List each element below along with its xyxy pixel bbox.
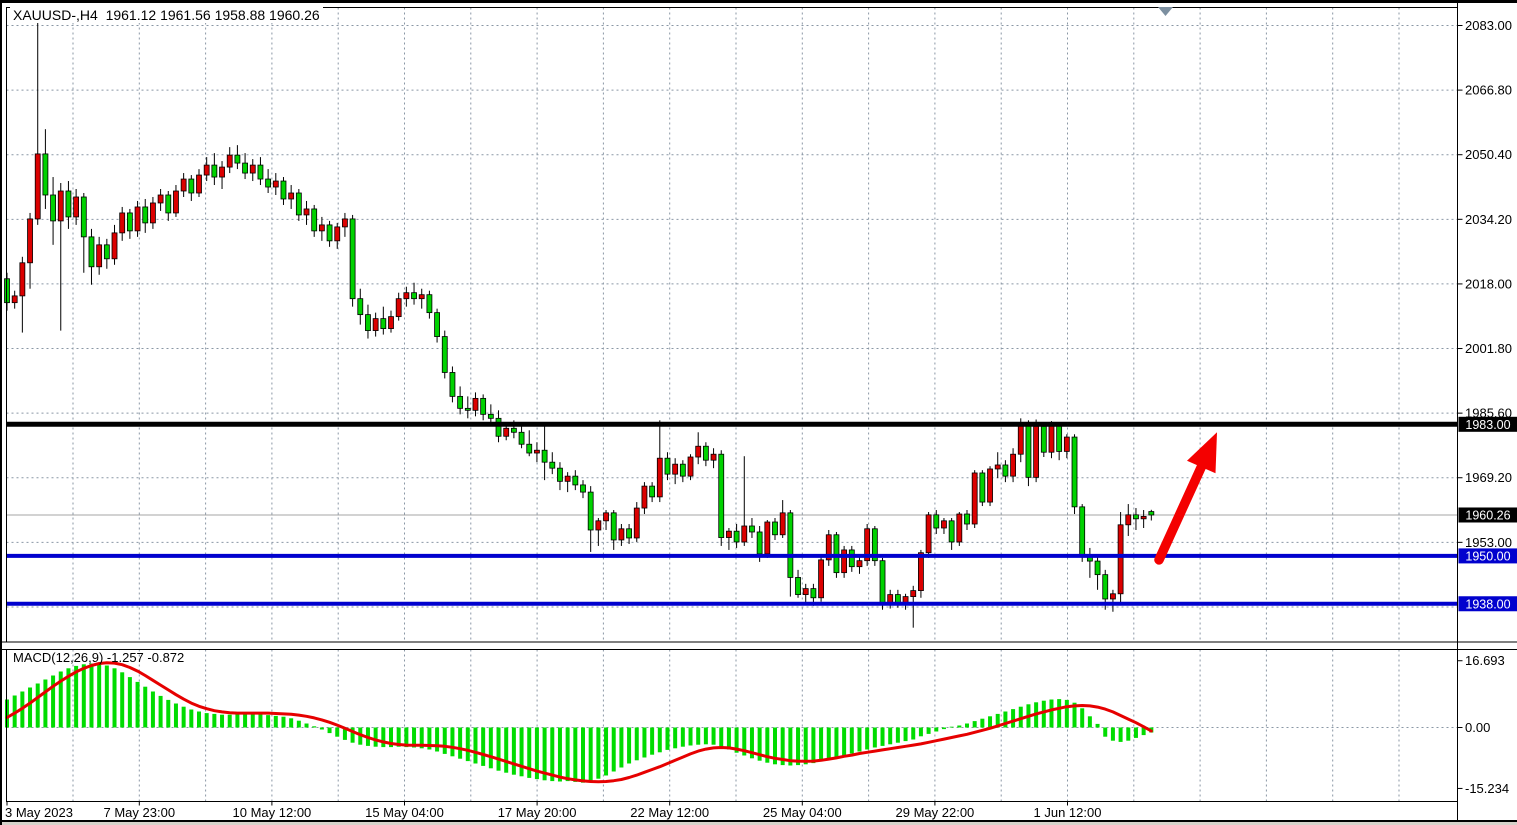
time-axis-label: 10 May 12:00 — [233, 805, 312, 820]
candles-layer[interactable] — [4, 19, 1155, 628]
price-axis-label: 2050.40 — [1465, 147, 1512, 162]
macd-axis-label: 16.693 — [1465, 653, 1505, 668]
price-badge: 1960.26 — [1458, 507, 1517, 523]
price-axis-label: 2001.80 — [1465, 341, 1512, 356]
price-axis-label: 2018.00 — [1465, 276, 1512, 291]
price-axis-label: 2034.20 — [1465, 212, 1512, 227]
time-axis-label: 22 May 12:00 — [630, 805, 709, 820]
price-badge: 1938.00 — [1458, 596, 1517, 612]
svg-text:1938.00: 1938.00 — [1465, 597, 1510, 611]
macd-label: MACD(12,26,9) -1.257 -0.872 — [13, 650, 185, 665]
time-axis[interactable]: 3 May 2023 7 May 23:00 10 May 12:00 15 May … — [5, 801, 1102, 821]
price-axis-label: 1969.20 — [1465, 470, 1512, 485]
time-axis-label: 17 May 20:00 — [498, 805, 577, 820]
pane-borders — [2, 3, 1517, 821]
macd-signal-line — [5, 661, 1153, 784]
price-axis[interactable]: 2083.00 2066.80 2050.40 2034.20 2018.00 2001.… — [1457, 18, 1517, 796]
svg-text:1950.00: 1950.00 — [1465, 549, 1510, 563]
chart-shift-marker-icon[interactable] — [1158, 7, 1173, 16]
time-axis-label: 29 May 22:00 — [896, 805, 975, 820]
time-axis-label: 15 May 04:00 — [365, 805, 444, 820]
chart-canvas[interactable]: 2083.00 2066.80 2050.40 2034.20 2018.00 2001.… — [2, 3, 1517, 825]
chart-title-ohlc: XAUUSD-,H4 1961.12 1961.56 1958.88 1960.… — [10, 7, 323, 23]
price-badge: 1983.00 — [1458, 416, 1517, 432]
macd-axis-label: -15.234 — [1465, 781, 1509, 796]
time-axis-label: 25 May 04:00 — [763, 805, 842, 820]
window-bottom-edge — [2, 820, 1517, 825]
svg-text:1960.26: 1960.26 — [1465, 508, 1510, 522]
macd-indicator — [5, 661, 1154, 784]
price-axis-label: 1953.00 — [1465, 535, 1512, 550]
time-axis-label: 1 Jun 12:00 — [1034, 805, 1102, 820]
time-axis-label: 7 May 23:00 — [104, 805, 176, 820]
svg-text:1983.00: 1983.00 — [1465, 418, 1510, 432]
price-axis-label: 2066.80 — [1465, 83, 1512, 98]
time-axis-label: 3 May 2023 — [5, 805, 73, 820]
grid-lines — [6, 7, 1458, 802]
macd-axis-label: 0.00 — [1465, 720, 1490, 735]
trend-arrow-annotation[interactable] — [1154, 432, 1217, 565]
price-badge: 1950.00 — [1458, 548, 1517, 564]
price-axis-label: 2083.00 — [1465, 18, 1512, 33]
